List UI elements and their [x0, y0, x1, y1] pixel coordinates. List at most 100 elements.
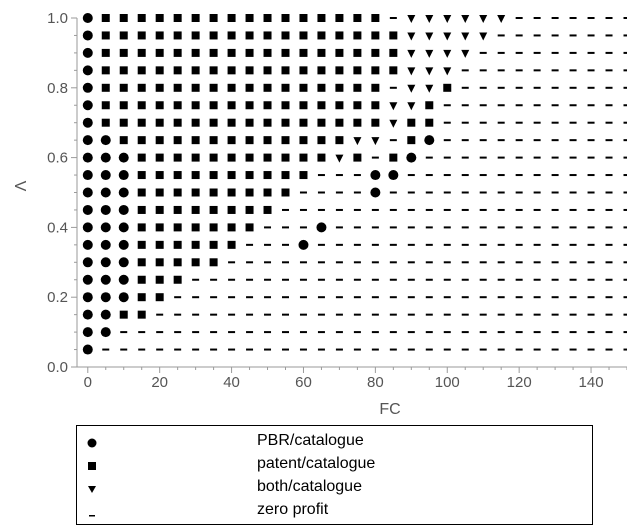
dash-marker — [479, 348, 487, 351]
circle-marker — [82, 222, 93, 233]
legend-label: both/catalogue — [257, 478, 362, 495]
dash-marker — [569, 191, 577, 194]
y-tick-label: 0.8 — [47, 80, 68, 97]
dash-marker — [587, 278, 595, 281]
dash-marker — [569, 208, 577, 211]
square-marker — [137, 66, 146, 75]
triangle-marker — [407, 32, 416, 41]
square-marker — [137, 31, 146, 40]
dash-marker — [192, 348, 200, 351]
dash-marker — [371, 226, 379, 229]
dash-marker — [533, 191, 541, 194]
legend-marker — [89, 515, 95, 517]
dash-marker — [551, 139, 559, 142]
circle-marker — [100, 204, 111, 215]
square-marker — [209, 240, 218, 249]
triangle-marker — [407, 49, 416, 58]
dash-marker — [587, 313, 595, 316]
square-marker — [299, 66, 308, 75]
square-marker — [407, 118, 416, 127]
legend-marker — [88, 486, 96, 493]
square-marker — [191, 118, 200, 127]
square-marker — [227, 101, 236, 110]
dash-marker — [587, 86, 595, 89]
circle-marker — [100, 170, 111, 181]
dash-marker — [533, 278, 541, 281]
square-marker — [191, 240, 200, 249]
x-tick-label: 120 — [507, 374, 532, 391]
dash-marker — [335, 331, 343, 334]
square-marker — [245, 14, 254, 22]
square-marker — [425, 118, 434, 127]
dash-marker — [389, 278, 397, 281]
square-marker — [245, 136, 254, 145]
dash-marker — [587, 69, 595, 72]
triangle-marker — [407, 84, 416, 93]
square-marker — [281, 31, 290, 40]
square-marker — [389, 153, 398, 162]
square-marker — [137, 101, 146, 110]
dash-marker — [479, 208, 487, 211]
dash-marker — [461, 261, 469, 264]
square-marker — [191, 83, 200, 92]
circle-marker — [100, 292, 111, 303]
square-marker — [263, 153, 272, 162]
dash-marker — [371, 278, 379, 281]
square-marker — [299, 153, 308, 162]
dash-marker — [605, 313, 613, 316]
dash-marker — [102, 348, 110, 351]
dash-marker — [389, 243, 397, 246]
square-marker — [227, 136, 236, 145]
square-marker — [119, 310, 128, 319]
square-marker — [137, 83, 146, 92]
dash-marker — [515, 226, 523, 229]
dash-marker — [407, 348, 415, 351]
square-marker — [137, 136, 146, 145]
dash-marker — [317, 331, 325, 334]
triangle-marker — [497, 15, 506, 23]
dash-marker — [299, 226, 307, 229]
square-marker — [299, 136, 308, 145]
dash-marker — [210, 296, 218, 299]
square-marker — [173, 83, 182, 92]
square-marker — [155, 66, 164, 75]
triangle-marker — [461, 49, 470, 58]
triangle-marker — [353, 137, 362, 146]
dash-marker — [623, 348, 627, 351]
dash-marker — [192, 313, 200, 316]
triangle-marker — [335, 154, 344, 163]
square-marker — [227, 188, 236, 197]
dash-marker — [569, 86, 577, 89]
dash-marker — [569, 34, 577, 37]
square-marker — [317, 83, 326, 92]
square-marker — [191, 101, 200, 110]
dash-marker — [605, 243, 613, 246]
dash-marker — [443, 226, 451, 229]
square-marker — [263, 48, 272, 57]
circle-marker — [100, 152, 111, 163]
dash-marker — [246, 261, 254, 264]
dash-marker — [623, 104, 627, 107]
dash-marker — [623, 34, 627, 37]
square-marker — [245, 223, 254, 232]
dash-marker — [371, 313, 379, 316]
square-marker — [263, 31, 272, 40]
dash-marker — [228, 331, 236, 334]
triangle-marker — [425, 32, 434, 41]
square-marker — [155, 136, 164, 145]
dash-marker — [623, 243, 627, 246]
square-marker — [137, 240, 146, 249]
dash-marker — [515, 243, 523, 246]
dash-marker — [299, 261, 307, 264]
legend-symbol-circle — [87, 438, 97, 448]
y-tick-label: 0.0 — [47, 359, 68, 376]
triangle-marker — [425, 84, 434, 93]
dash-marker — [533, 296, 541, 299]
dash-marker — [335, 243, 343, 246]
square-marker — [209, 66, 218, 75]
dash-marker — [335, 226, 343, 229]
dash-marker — [551, 191, 559, 194]
square-marker — [137, 310, 146, 319]
dash-marker — [264, 243, 272, 246]
